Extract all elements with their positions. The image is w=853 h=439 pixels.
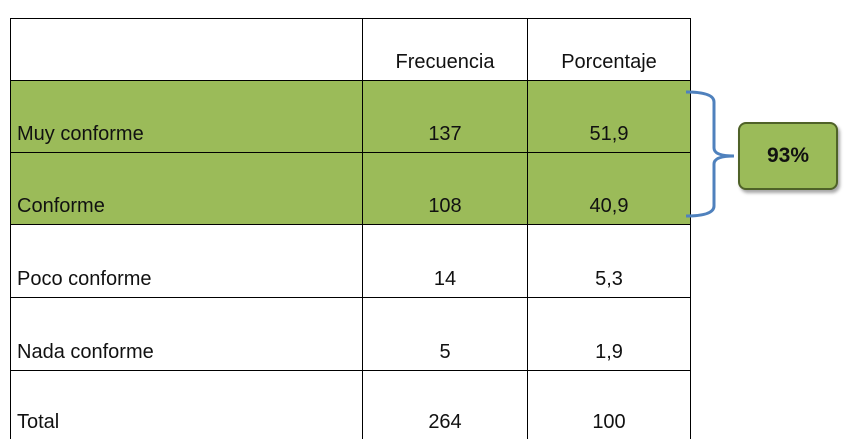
table-cell: 51,9 — [527, 80, 691, 153]
table-cell: 5,3 — [527, 224, 691, 298]
frequency-table: Frecuencia Porcentaje Muy conforme 137 51,… — [10, 18, 691, 439]
table-cell: 137 — [362, 80, 528, 153]
row-label: Nada conforme — [10, 297, 363, 371]
brace — [685, 90, 735, 218]
table-body: Frecuencia Porcentaje Muy conforme 137 51,… — [10, 18, 691, 439]
table-row: Total 264 100 — [10, 370, 691, 439]
table-row: Conforme 108 40,9 — [10, 152, 691, 225]
callout-box: 93% — [738, 122, 838, 190]
table-cell: 100 — [527, 370, 691, 439]
table-row: Poco conforme 14 5,3 — [10, 224, 691, 298]
table-cell: 40,9 — [527, 152, 691, 225]
table-cell: 264 — [362, 370, 528, 439]
table-cell: 1,9 — [527, 297, 691, 371]
row-label: Total — [10, 370, 363, 439]
header-cell — [10, 18, 363, 81]
row-label: Muy conforme — [10, 80, 363, 153]
table-row: Muy conforme 137 51,9 — [10, 80, 691, 153]
row-label: Conforme — [10, 152, 363, 225]
table-cell: 14 — [362, 224, 528, 298]
table-cell: 108 — [362, 152, 528, 225]
table-row: Nada conforme 5 1,9 — [10, 297, 691, 371]
